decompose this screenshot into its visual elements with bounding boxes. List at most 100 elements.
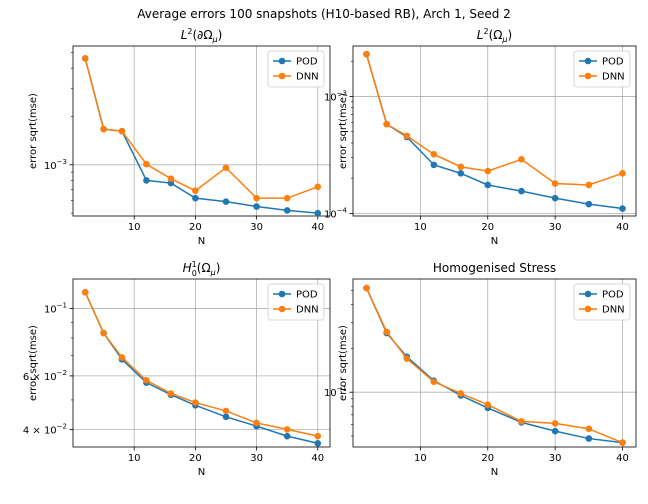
legend-marker bbox=[584, 290, 592, 298]
x-tick-label: 40 bbox=[616, 222, 629, 233]
data-point-dnn bbox=[253, 419, 260, 427]
series-line-dnn bbox=[365, 53, 623, 186]
series-line-dnn bbox=[365, 287, 623, 444]
y-axis-label: error sqrt(mse) bbox=[338, 325, 349, 401]
data-point-pod bbox=[253, 203, 260, 210]
data-point-pod bbox=[585, 435, 593, 442]
y-tick-label: 10−1 bbox=[324, 385, 347, 399]
data-point-dnn bbox=[403, 132, 411, 140]
data-point-dnn bbox=[283, 194, 291, 202]
data-point-pod bbox=[314, 439, 322, 447]
y-tick-label: 10−4 bbox=[324, 206, 348, 220]
x-tick-label: 30 bbox=[549, 453, 562, 464]
data-point-dnn bbox=[222, 407, 230, 415]
data-point-pod bbox=[143, 177, 150, 184]
data-point-dnn bbox=[518, 156, 525, 163]
data-point-dnn bbox=[314, 183, 322, 191]
data-point-pod bbox=[551, 427, 559, 435]
y-axis-label: error sqrt(mse) bbox=[28, 325, 39, 401]
x-tick-label: 10 bbox=[414, 453, 427, 464]
x-axis-label: N bbox=[198, 467, 205, 478]
x-tick-label: 40 bbox=[311, 222, 324, 233]
x-tick-label: 40 bbox=[616, 453, 629, 464]
axes-frame bbox=[352, 278, 637, 448]
x-tick-label: 10 bbox=[128, 222, 141, 233]
data-point-dnn bbox=[457, 390, 465, 397]
y-tick-label: 10−3 bbox=[324, 89, 347, 103]
legend-label-pod: POD bbox=[602, 57, 624, 68]
axes-frame bbox=[72, 45, 331, 217]
x-tick-label: 30 bbox=[549, 222, 562, 233]
plot-title-h10: H1 0(Ωμ) bbox=[183, 260, 221, 278]
plot-title-stress: Homogenised Stress bbox=[433, 261, 556, 275]
data-point-pod bbox=[314, 209, 322, 217]
x-tick-label: 10 bbox=[128, 453, 141, 464]
legend-label-dnn: DNN bbox=[602, 72, 625, 83]
data-point-dnn bbox=[253, 194, 260, 202]
data-point-dnn bbox=[100, 125, 107, 133]
data-point-dnn bbox=[167, 390, 175, 397]
data-point-dnn bbox=[143, 377, 150, 384]
x-tick-label: 20 bbox=[189, 222, 202, 233]
legend-label-dnn: DNN bbox=[602, 305, 625, 316]
data-point-pod bbox=[192, 194, 199, 202]
data-point-dnn bbox=[585, 425, 593, 433]
x-tick-label: 20 bbox=[481, 222, 494, 233]
figure-title: Average errors 100 snapshots (H10-based … bbox=[137, 7, 511, 21]
data-point-dnn bbox=[143, 160, 150, 168]
data-point-dnn bbox=[192, 399, 199, 406]
data-point-dnn bbox=[518, 418, 525, 425]
data-point-pod bbox=[283, 432, 291, 440]
data-point-dnn bbox=[118, 354, 126, 361]
y-tick-label: 10−3 bbox=[44, 158, 67, 172]
data-point-pod bbox=[585, 200, 593, 208]
y-tick-label: 6 × 10−2 bbox=[23, 369, 67, 383]
x-tick-label: 40 bbox=[311, 453, 324, 464]
legend-marker bbox=[278, 305, 286, 313]
data-point-pod bbox=[551, 194, 559, 202]
data-point-dnn bbox=[551, 420, 559, 427]
data-point-dnn bbox=[551, 180, 559, 187]
data-point-dnn bbox=[363, 284, 370, 292]
legend-marker bbox=[584, 57, 592, 65]
data-point-pod bbox=[283, 207, 291, 214]
legend-marker bbox=[278, 290, 286, 298]
x-axis-label: N bbox=[198, 236, 205, 247]
legend-marker bbox=[584, 72, 592, 80]
axes-frame bbox=[72, 278, 331, 448]
series-line-dnn bbox=[84, 58, 319, 199]
legend-label-pod: POD bbox=[296, 57, 318, 68]
legend-label-pod: POD bbox=[602, 290, 624, 301]
data-point-dnn bbox=[430, 151, 438, 158]
data-point-dnn bbox=[363, 50, 370, 58]
y-tick-label: 4 × 10−2 bbox=[23, 422, 67, 436]
data-point-dnn bbox=[383, 328, 390, 336]
data-point-dnn bbox=[283, 426, 291, 433]
data-point-dnn bbox=[484, 401, 492, 409]
series-line-dnn bbox=[84, 292, 318, 437]
y-axis-label: error sqrt(mse) bbox=[28, 93, 39, 169]
x-tick-label: 20 bbox=[189, 453, 202, 464]
data-point-dnn bbox=[167, 175, 175, 182]
data-point-dnn bbox=[619, 170, 626, 177]
data-point-dnn bbox=[457, 163, 465, 171]
x-tick-label: 30 bbox=[250, 453, 263, 464]
data-point-dnn bbox=[222, 164, 230, 171]
y-tick-label: 10−1 bbox=[44, 301, 67, 315]
data-point-dnn bbox=[81, 289, 89, 296]
data-point-pod bbox=[518, 187, 525, 195]
data-point-pod bbox=[222, 413, 230, 421]
data-point-dnn bbox=[430, 378, 438, 386]
legend-label-dnn: DNN bbox=[296, 305, 319, 316]
data-point-dnn bbox=[314, 432, 322, 440]
plot-title-l2-boundary: L2(∂Ωμ) bbox=[181, 27, 223, 44]
data-point-dnn bbox=[192, 187, 199, 195]
data-point-dnn bbox=[383, 120, 390, 128]
y-axis-label: error sqrt(mse) bbox=[338, 93, 349, 169]
data-point-pod bbox=[484, 181, 492, 189]
